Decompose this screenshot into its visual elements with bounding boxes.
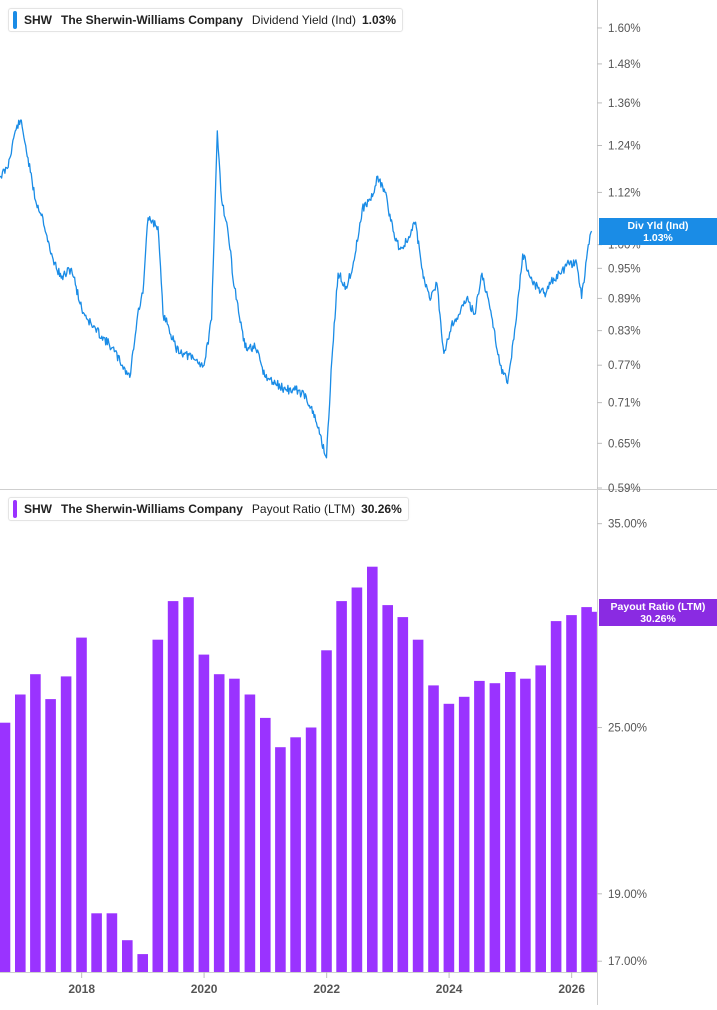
payout-bar [489,683,501,972]
y-tick-label: 0.95% [608,263,641,275]
payout-bar [458,696,470,972]
payout-bar [290,737,301,972]
legend-company: The Sherwin-Williams Company [61,502,243,516]
payout-bar [275,747,286,972]
y-tick-label: 25.00% [608,723,647,735]
legend-company: The Sherwin-Williams Company [61,13,243,27]
x-tick-label: 2020 [191,982,218,996]
payout-bar [336,601,347,972]
payout-bar [586,611,597,972]
payout-bar [305,727,317,972]
payout-bar [520,678,531,972]
legend-metric: Payout Ratio (LTM) [251,502,356,516]
flag-value: 30.26% [640,612,676,625]
payout-bar [106,913,118,972]
payout-bar [260,717,271,972]
yield-current-value-flag: Div Yld (Ind) 1.03% [599,218,717,246]
payout-bar [30,674,41,972]
x-tick-label: 2026 [558,982,585,996]
payout-bar [566,615,577,972]
payout-current-value-flag: Payout Ratio (LTM) 30.26% [599,598,717,626]
payout-bar [321,650,332,972]
payout-bar [505,672,516,972]
payout-bar [167,601,179,972]
yield-series-line [0,119,593,459]
payout-bar [198,654,210,972]
payout-bar [351,587,363,972]
x-tick-label: 2024 [436,982,463,996]
y-tick-label: 17.00% [608,956,647,968]
payout-bar [76,637,87,972]
y-tick-label: 0.71% [608,398,641,410]
payout-bar [183,597,194,972]
payout-bar [45,699,56,972]
payout-bar [397,617,409,972]
payout-bar [428,685,439,972]
flag-value: 1.03% [643,232,673,245]
legend-swatch-yield [13,11,17,29]
y-tick-label: 1.60% [608,23,641,35]
legend-value: 1.03% [361,13,397,27]
legend-payout-ratio[interactable]: SHW The Sherwin-Williams Company Payout … [8,497,409,521]
y-tick-label: 1.48% [608,59,641,71]
payout-bar [0,722,11,972]
y-tick-label: 1.24% [608,140,641,152]
y-tick-label: 1.36% [608,98,641,110]
x-tick-label: 2022 [313,982,340,996]
payout-bar [244,694,256,972]
payout-bar [443,703,455,972]
payout-bar [152,639,164,972]
payout-bar [535,665,546,972]
payout-bar [474,680,485,972]
y-tick-label: 1.12% [608,187,641,199]
payout-bar [91,913,102,972]
y-tick-label: 0.77% [608,360,641,372]
legend-swatch-payout [13,500,17,518]
legend-value: 30.26% [361,502,402,516]
legend-metric: Dividend Yield (Ind) [251,13,356,27]
payout-bar [550,621,562,972]
payout-bar [15,694,26,972]
y-tick-label: 0.89% [608,293,641,305]
payout-bar [412,639,424,972]
y-tick-label: 0.59% [608,483,641,495]
payout-bar [60,676,72,972]
payout-bar [122,940,133,972]
flag-label: Div Yld (Ind) [627,220,689,233]
payout-bar [229,678,240,972]
legend-dividend-yield[interactable]: SHW The Sherwin-Williams Company Dividen… [8,8,404,32]
payout-bar [367,566,378,972]
flag-label: Payout Ratio (LTM) [610,600,706,613]
y-tick-label: 0.65% [608,438,641,450]
legend-ticker: SHW [24,13,52,27]
payout-bar [137,954,148,972]
x-tick-label: 2018 [68,982,95,996]
payout-bar [213,674,225,972]
legend-ticker: SHW [24,502,52,516]
y-tick-label: 35.00% [608,519,647,531]
payout-bar [382,605,393,972]
y-tick-label: 0.83% [608,326,641,338]
y-tick-label: 19.00% [608,889,647,901]
